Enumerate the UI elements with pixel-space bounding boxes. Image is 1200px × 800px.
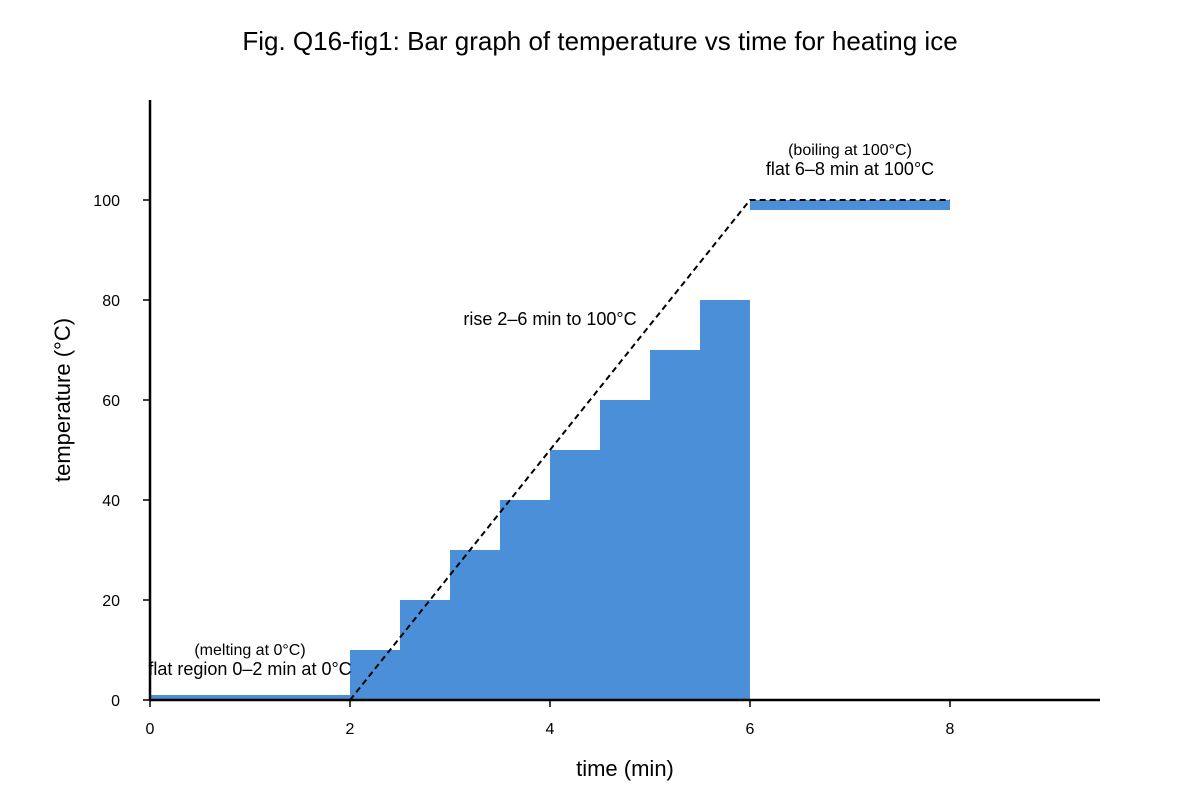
x-tick-label: 2 [346, 721, 355, 738]
bar-6 [600, 400, 650, 700]
annotations-layer: (melting at 0°C)flat region 0–2 min at 0… [148, 142, 934, 679]
bar-1 [350, 650, 400, 700]
annotation-text: (boiling at 100°C) [788, 142, 912, 159]
y-tick-label: 100 [93, 193, 120, 210]
y-tick-label: 20 [102, 593, 120, 610]
bar-9 [750, 200, 950, 210]
bar-8 [700, 300, 750, 700]
bars-layer [150, 200, 950, 700]
x-tick-label: 0 [146, 721, 155, 738]
bar-4 [500, 500, 550, 700]
y-tick-label: 60 [102, 393, 120, 410]
annotation-text: flat region 0–2 min at 0°C [148, 659, 351, 679]
x-tick-label: 4 [546, 721, 555, 738]
chart-title: Fig. Q16-fig1: Bar graph of temperature … [242, 26, 957, 56]
bar-3 [450, 550, 500, 700]
bar-2 [400, 600, 450, 700]
x-tick-label: 8 [946, 721, 955, 738]
y-tick-label: 80 [102, 293, 120, 310]
bar-5 [550, 450, 600, 700]
bar-0 [150, 695, 350, 700]
annotation-text: (melting at 0°C) [194, 642, 305, 659]
y-tick-label: 0 [111, 693, 120, 710]
x-axis-title: time (min) [576, 756, 674, 781]
annotation-text: rise 2–6 min to 100°C [463, 309, 636, 329]
bar-7 [650, 350, 700, 700]
x-tick-label: 6 [746, 721, 755, 738]
y-axis-title: temperature (°C) [50, 318, 75, 482]
y-tick-label: 40 [102, 493, 120, 510]
annotation-text: flat 6–8 min at 100°C [766, 159, 934, 179]
